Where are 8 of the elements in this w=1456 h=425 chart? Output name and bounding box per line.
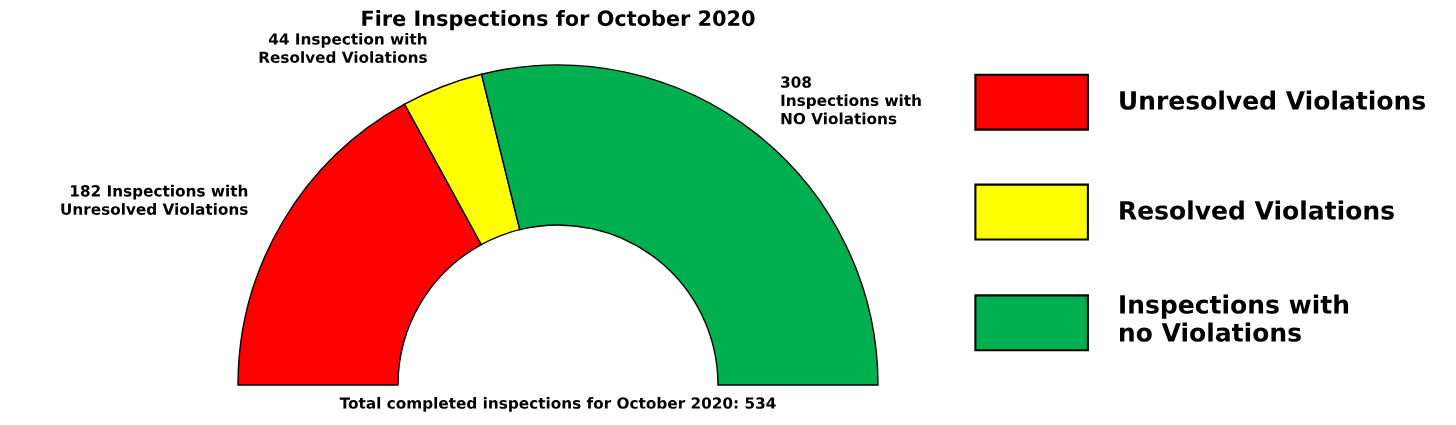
legend-label: Unresolved Violations (1120, 90, 1426, 110)
legend-label: Inspections with no Violations (1119, 294, 1349, 342)
data-label: 44 Inspection with Resolved Violations (259, 32, 427, 64)
data-label: 182 Inspections with Unresolved Violations (61, 184, 248, 215)
text: Total completed inspections for October 2020: 534 (339, 397, 776, 412)
chart-title: Fire Inspections for October 2020 (362, 10, 755, 31)
legend-label: Resolved Violations (1120, 200, 1394, 220)
data-label: 308 Inspections with NO Violations (781, 76, 921, 125)
